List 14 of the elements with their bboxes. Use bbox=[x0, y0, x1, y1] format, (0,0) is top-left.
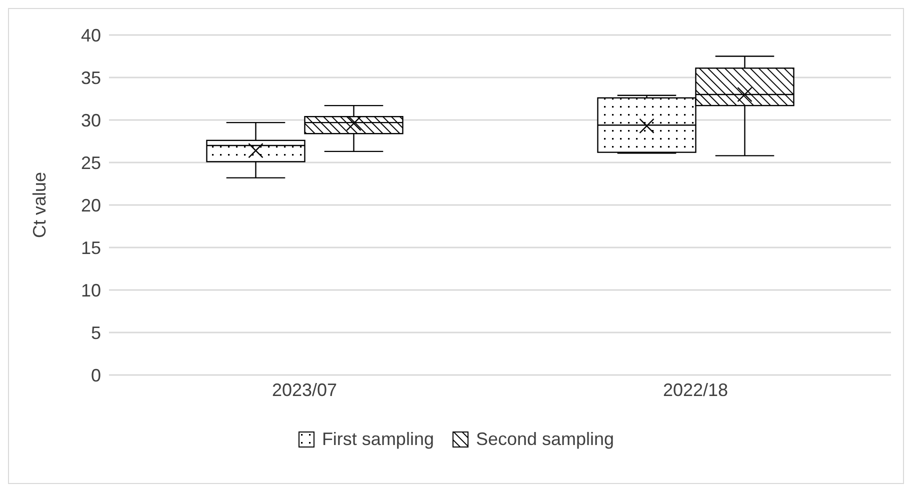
y-tick-label: 15 bbox=[80, 238, 101, 258]
y-tick-label: 25 bbox=[80, 152, 101, 173]
x-tick-label: 2023/07 bbox=[272, 380, 338, 400]
y-tick-label: 0 bbox=[90, 365, 101, 386]
y-tick-label: 30 bbox=[80, 110, 101, 130]
y-tick-label: 10 bbox=[80, 280, 101, 300]
y-axis-title: Ct value bbox=[29, 172, 50, 238]
x-tick-label: 2022/18 bbox=[662, 380, 728, 400]
y-tick-label: 20 bbox=[80, 195, 101, 216]
legend-label: Second sampling bbox=[476, 429, 614, 450]
legend-label: First sampling bbox=[322, 429, 434, 450]
y-tick-label: 35 bbox=[80, 68, 101, 88]
y-tick-label: 5 bbox=[90, 322, 101, 343]
y-tick-label: 40 bbox=[80, 25, 101, 46]
